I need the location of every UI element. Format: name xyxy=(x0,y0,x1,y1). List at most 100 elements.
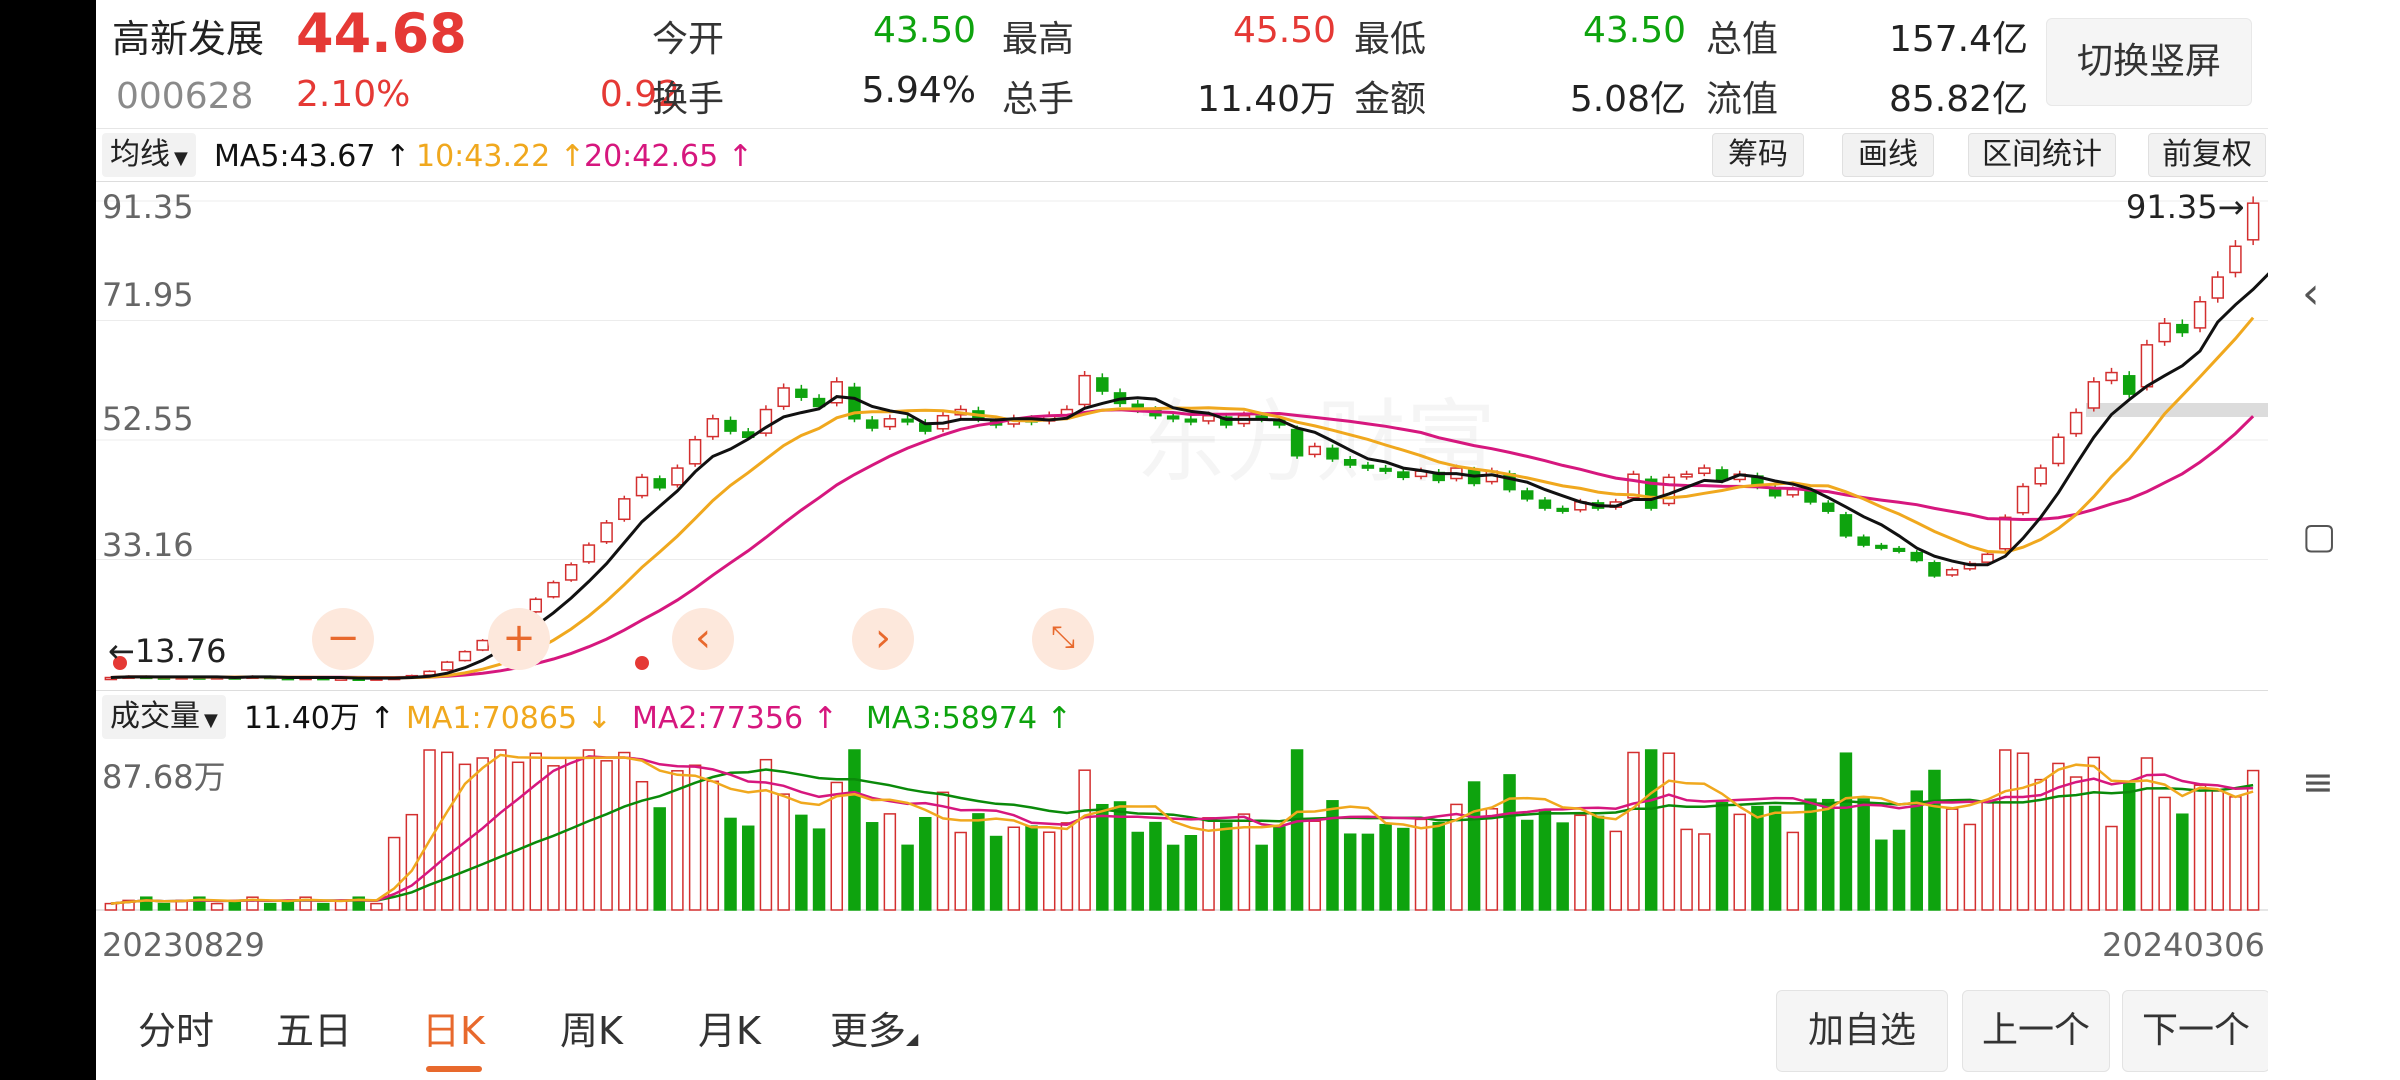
candle-body xyxy=(2211,276,2224,299)
volume-bar xyxy=(1361,833,1375,911)
candle-body xyxy=(2052,436,2065,465)
volume-bar xyxy=(1804,798,1817,911)
back-icon[interactable]: ‹ xyxy=(2302,268,2320,319)
volume-bar xyxy=(193,896,206,911)
candle-body xyxy=(1857,536,1870,546)
volume-bar xyxy=(529,752,543,911)
candle-body xyxy=(724,419,737,432)
volume-bar xyxy=(1503,774,1516,911)
tab-weekly-k[interactable]: 周K xyxy=(560,1009,623,1053)
prev-stock-button[interactable]: 上一个 xyxy=(1962,990,2110,1072)
candle-body xyxy=(1928,562,1941,577)
candlestick-chart[interactable]: 东方财富 xyxy=(96,183,2268,689)
tab-daily-k[interactable]: 日K xyxy=(422,1009,485,1053)
volume-bar xyxy=(1149,821,1162,911)
candle-body xyxy=(2193,300,2207,329)
volume-bar xyxy=(989,835,1003,911)
volume-bar xyxy=(1963,823,1977,911)
volume-bar xyxy=(1751,805,1764,911)
low-value: 43.50 xyxy=(1582,10,1686,51)
change-amount: 0.92 xyxy=(599,74,680,115)
zoom-out-button[interactable]: − xyxy=(312,608,374,670)
volume-bar xyxy=(741,825,755,911)
candle-body xyxy=(671,467,684,486)
volume-bar xyxy=(2087,756,2101,911)
chips-button[interactable]: 筹码 xyxy=(1712,133,1804,177)
collapse-icon[interactable]: ⤡ xyxy=(1032,608,1094,670)
tab-five-day[interactable]: 五日 xyxy=(276,1009,353,1053)
volume-bar xyxy=(1574,814,1587,911)
corner-arrow-icon: ◢ xyxy=(906,1029,919,1048)
candle-body xyxy=(2229,245,2242,274)
candle-body xyxy=(1875,544,1888,549)
volume-bar xyxy=(122,899,135,911)
home-icon[interactable]: ▢ xyxy=(2302,516,2337,557)
candle-body xyxy=(1202,414,1215,422)
volume-bar xyxy=(582,749,596,911)
volume-bar xyxy=(1414,818,1428,911)
min-price-marker: ←13.76 xyxy=(108,632,227,670)
volume-bar xyxy=(1698,833,1711,911)
volume-bar xyxy=(777,793,790,911)
volume-bar xyxy=(1025,825,1038,911)
candle-body xyxy=(759,408,773,434)
float-label: 流值 xyxy=(1706,79,1779,120)
volume-bar xyxy=(1379,823,1392,911)
candle-body xyxy=(1343,458,1357,466)
add-watchlist-button[interactable]: 加自选 xyxy=(1776,990,1948,1072)
volume-bar xyxy=(1680,828,1693,911)
volume-bar xyxy=(1928,769,1941,911)
next-stock-button[interactable]: 下一个 xyxy=(2122,990,2268,1072)
volume-axis-max: 87.68万 xyxy=(102,758,226,796)
switch-portrait-button[interactable]: 切换竖屏 xyxy=(2046,18,2252,106)
range-stats-button[interactable]: 区间统计 xyxy=(1968,133,2116,177)
volume-bar xyxy=(1591,815,1605,911)
volume-bar xyxy=(635,780,649,911)
change-percent: 2.10% xyxy=(296,74,411,115)
dropdown-icon: ▼ xyxy=(174,148,188,169)
candle-body xyxy=(777,387,790,408)
volume-chart[interactable] xyxy=(96,742,2268,912)
recents-icon[interactable]: ≡ xyxy=(2302,760,2334,804)
candle-body xyxy=(1999,516,2012,550)
volume-bar xyxy=(688,764,702,911)
zoom-in-button[interactable]: + xyxy=(488,608,550,670)
tab-timeshare[interactable]: 分时 xyxy=(138,1009,215,1053)
candle-body xyxy=(865,419,879,429)
candle-body xyxy=(1804,490,1817,503)
event-dot[interactable] xyxy=(635,656,649,670)
candle-body xyxy=(830,381,843,404)
candle-body xyxy=(2016,485,2030,514)
candle-body xyxy=(1397,471,1410,479)
candle-body xyxy=(1786,488,1800,496)
candle-body xyxy=(2105,371,2118,382)
volume-bar xyxy=(1290,749,1304,911)
volume-bar xyxy=(317,902,330,911)
active-tab-indicator xyxy=(426,1066,482,1072)
candle-body xyxy=(688,438,702,465)
ma-select-label: 均线 xyxy=(110,137,170,172)
stock-detail-screen: 高新发展 44.68 000628 2.10% 0.92 今开 43.50 最高… xyxy=(96,0,2268,1080)
tab-more[interactable]: 更多◢ xyxy=(830,1009,919,1053)
vol-ma1-line xyxy=(110,753,2254,905)
event-dot[interactable] xyxy=(113,656,127,670)
volume-bar xyxy=(299,896,312,911)
volume-value: 11.40万 xyxy=(1196,79,1336,120)
price-adjust-button[interactable]: 前复权 xyxy=(2148,133,2266,177)
draw-line-button[interactable]: 画线 xyxy=(1842,133,1934,177)
chevron-right-icon[interactable]: › xyxy=(852,608,914,670)
volume-bar xyxy=(1042,831,1056,911)
volume-bar xyxy=(104,902,118,911)
chevron-left-icon[interactable]: ‹ xyxy=(672,608,734,670)
tab-monthly-k[interactable]: 月K xyxy=(698,1009,761,1053)
low-label: 最低 xyxy=(1354,19,1427,60)
volume-bar xyxy=(600,760,613,911)
ma-select[interactable]: 均线 ▼ xyxy=(102,133,196,177)
vol-ma2-line xyxy=(110,755,2254,905)
indicator-select[interactable]: 成交量 ▼ xyxy=(102,695,226,739)
amount-label: 金额 xyxy=(1354,79,1427,120)
volume-bar xyxy=(618,751,631,911)
end-date: 20240306 xyxy=(2102,926,2265,964)
volume-bar xyxy=(1715,801,1729,911)
ma10-readout: 10:43.22 ↑ xyxy=(416,139,585,174)
